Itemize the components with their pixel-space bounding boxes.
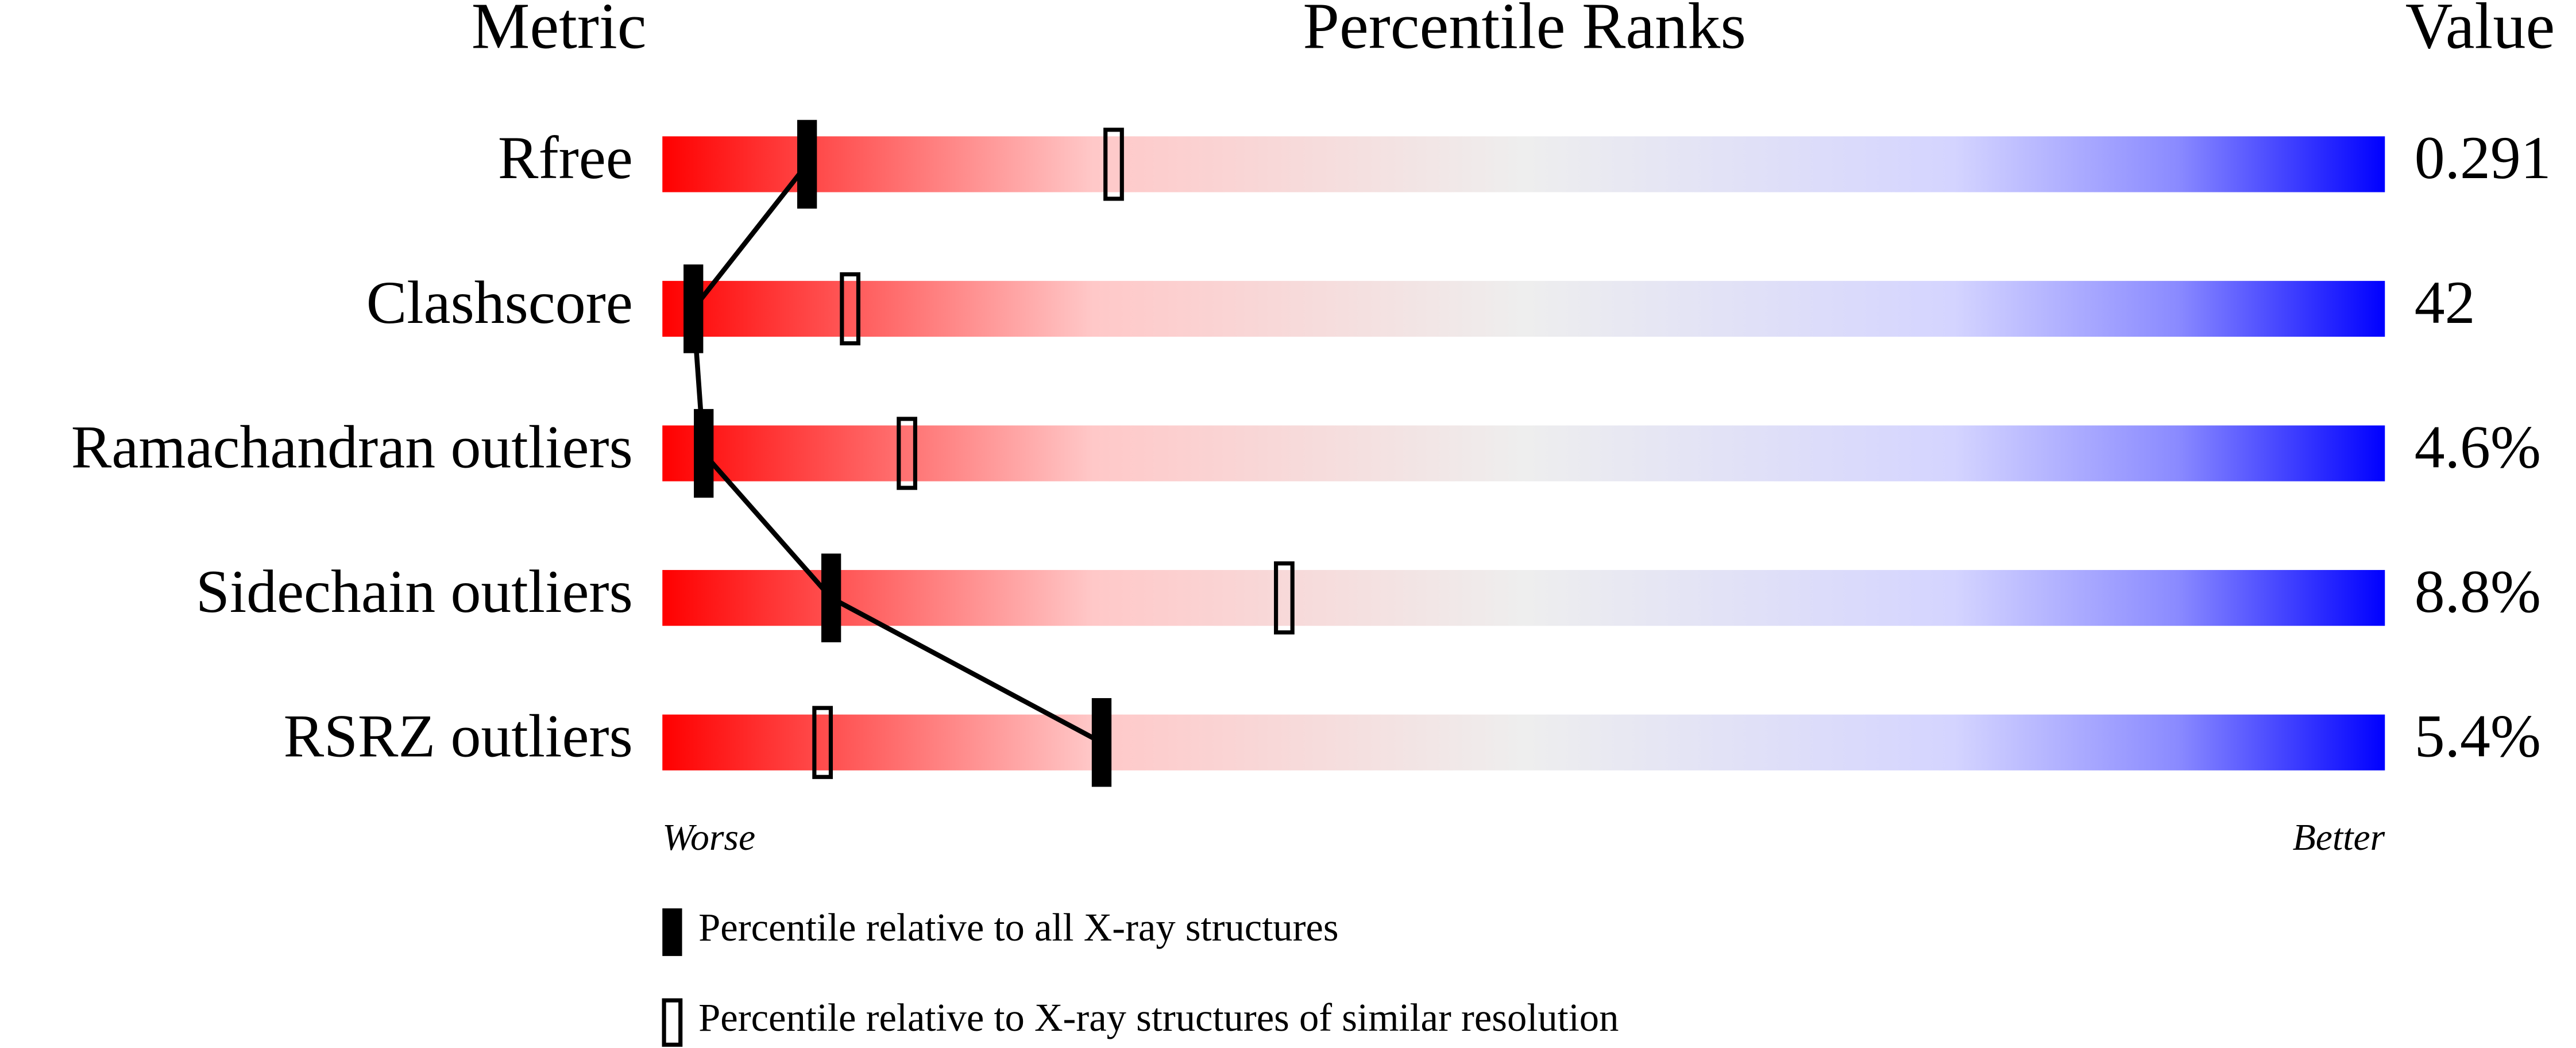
value-header: Value [2405, 0, 2555, 62]
percentile-marker [1274, 561, 1295, 635]
metric-label: Clashscore [366, 269, 633, 336]
metric-value: 42 [2415, 269, 2475, 336]
legend-label: Percentile relative to all X-ray structu… [698, 906, 1338, 949]
metric-label: Ramachandran outliers [71, 413, 633, 480]
slider-bar [662, 280, 2385, 337]
slider-bar [662, 425, 2385, 481]
legend-symbol [662, 908, 682, 956]
legend-label: Percentile relative to X-ray structures … [698, 996, 1619, 1039]
percentile-marker [897, 417, 917, 490]
percentile-marker [1103, 128, 1124, 201]
worse-label: Worse [662, 816, 755, 858]
better-label: Better [2293, 816, 2385, 858]
metric-value: 8.8% [2415, 558, 2541, 625]
percentile-marker [694, 409, 714, 498]
slider-bar [662, 136, 2385, 192]
legend-symbol [662, 998, 683, 1047]
percentile-marker [821, 553, 841, 642]
chart-title: Percentile Ranks [1303, 0, 1746, 62]
percentile-marker [812, 706, 833, 779]
slider-bar [662, 714, 2385, 770]
slider-bar [662, 570, 2385, 626]
percentile-marker [797, 120, 817, 209]
metric-value: 5.4% [2415, 703, 2541, 770]
metric-header: Metric [472, 0, 647, 62]
metric-label: RSRZ outliers [284, 703, 633, 770]
percentile-marker [1091, 698, 1112, 787]
metric-value: 0.291 [2415, 124, 2551, 191]
percentile-marker [683, 264, 704, 353]
metric-label: Rfree [498, 124, 633, 191]
percentile-marker [840, 272, 861, 346]
metric-value: 4.6% [2415, 413, 2541, 480]
metric-label: Sidechain outliers [196, 558, 633, 625]
